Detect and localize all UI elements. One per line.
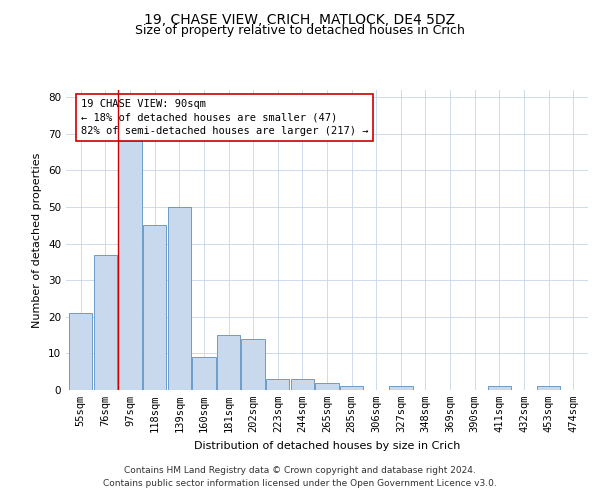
- Text: Size of property relative to detached houses in Crich: Size of property relative to detached ho…: [135, 24, 465, 37]
- Text: Contains HM Land Registry data © Crown copyright and database right 2024.
Contai: Contains HM Land Registry data © Crown c…: [103, 466, 497, 487]
- Text: 19 CHASE VIEW: 90sqm
← 18% of detached houses are smaller (47)
82% of semi-detac: 19 CHASE VIEW: 90sqm ← 18% of detached h…: [81, 99, 368, 136]
- Bar: [316, 382, 338, 390]
- Text: 19, CHASE VIEW, CRICH, MATLOCK, DE4 5DZ: 19, CHASE VIEW, CRICH, MATLOCK, DE4 5DZ: [145, 12, 455, 26]
- Bar: [290, 379, 314, 390]
- Bar: [118, 141, 142, 390]
- Bar: [143, 226, 166, 390]
- Bar: [69, 313, 92, 390]
- Bar: [488, 386, 511, 390]
- Bar: [537, 386, 560, 390]
- Bar: [217, 335, 240, 390]
- Bar: [241, 339, 265, 390]
- X-axis label: Distribution of detached houses by size in Crich: Distribution of detached houses by size …: [194, 440, 460, 450]
- Bar: [192, 357, 215, 390]
- Y-axis label: Number of detached properties: Number of detached properties: [32, 152, 43, 328]
- Bar: [340, 386, 364, 390]
- Bar: [389, 386, 413, 390]
- Bar: [94, 254, 117, 390]
- Bar: [167, 207, 191, 390]
- Bar: [266, 379, 289, 390]
